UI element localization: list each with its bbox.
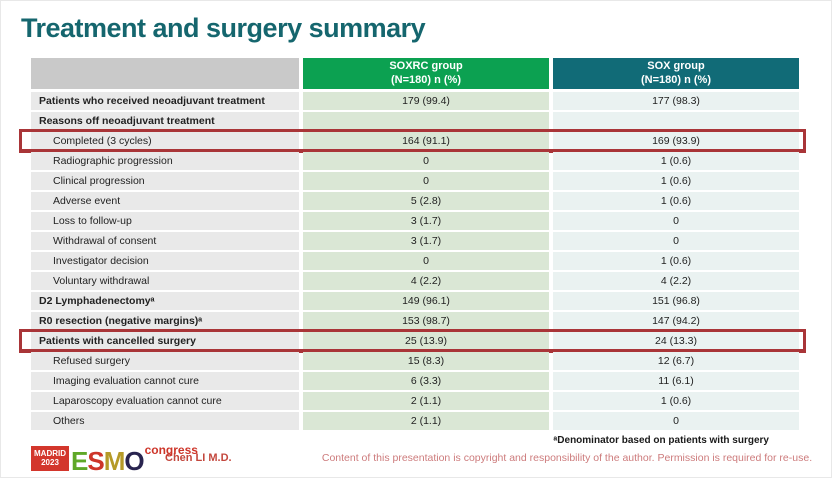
esmo-wordmark: ESMO [71, 448, 145, 474]
sox-value: 169 (93.9) [553, 132, 799, 150]
soxrc-group-sublabel: (N=180) n (%) [391, 73, 461, 86]
table-row: Investigator decision 0 1 (0.6) [31, 252, 799, 270]
header-empty-cell [31, 58, 299, 89]
row-label: Others [31, 412, 299, 430]
soxrc-value: 2 (1.1) [303, 392, 549, 410]
soxrc-value: 179 (99.4) [303, 92, 549, 110]
madrid-2023-badge: MADRID 2023 [31, 446, 69, 471]
row-label: Patients who received neoadjuvant treatm… [31, 92, 299, 110]
table-row: Refused surgery 15 (8.3) 12 (6.7) [31, 352, 799, 370]
sox-value: 0 [553, 412, 799, 430]
row-label: Imaging evaluation cannot cure [31, 372, 299, 390]
row-label: Reasons off neoadjuvant treatment [31, 112, 299, 130]
sox-value: 24 (13.3) [553, 332, 799, 350]
sox-value: 1 (0.6) [553, 392, 799, 410]
soxrc-value: 0 [303, 252, 549, 270]
row-label: R0 resection (negative margins)ᵃ [31, 312, 299, 330]
row-label: Loss to follow-up [31, 212, 299, 230]
row-label: Adverse event [31, 192, 299, 210]
author-name: Chen LI M.D. [165, 452, 232, 464]
soxrc-value: 3 (1.7) [303, 212, 549, 230]
row-label: Laparoscopy evaluation cannot cure [31, 392, 299, 410]
row-label: Withdrawal of consent [31, 232, 299, 250]
soxrc-value: 5 (2.8) [303, 192, 549, 210]
esmo-letter-o: O [124, 445, 144, 476]
sox-value: 147 (94.2) [553, 312, 799, 330]
row-label: Investigator decision [31, 252, 299, 270]
badge-year: 2023 [41, 457, 59, 467]
header-sox-group: SOX group (N=180) n (%) [553, 58, 799, 89]
sox-value: 177 (98.3) [553, 92, 799, 110]
esmo-letter-s: S [87, 445, 104, 476]
esmo-congress-logo: MADRID 2023 ESMO congress [31, 439, 198, 474]
sox-value: 1 (0.6) [553, 172, 799, 190]
table-row: Adverse event 5 (2.8) 1 (0.6) [31, 192, 799, 210]
table-row: Radiographic progression 0 1 (0.6) [31, 152, 799, 170]
soxrc-value: 0 [303, 152, 549, 170]
table-row: Patients who received neoadjuvant treatm… [31, 92, 799, 110]
denominator-footnote: ᵃDenominator based on patients with surg… [553, 435, 769, 446]
soxrc-value: 153 (98.7) [303, 312, 549, 330]
table-row: Clinical progression 0 1 (0.6) [31, 172, 799, 190]
header-soxrc-group: SOXRC group (N=180) n (%) [303, 58, 549, 89]
table-header-row: SOXRC group (N=180) n (%) SOX group (N=1… [31, 58, 799, 89]
treatment-summary-table: SOXRC group (N=180) n (%) SOX group (N=1… [19, 58, 806, 432]
soxrc-value: 164 (91.1) [303, 132, 549, 150]
row-label: Completed (3 cycles) [31, 132, 299, 150]
soxrc-value: 2 (1.1) [303, 412, 549, 430]
sox-value: 0 [553, 212, 799, 230]
sox-group-sublabel: (N=180) n (%) [641, 73, 711, 86]
row-label: Radiographic progression [31, 152, 299, 170]
sox-value: 1 (0.6) [553, 252, 799, 270]
row-label: Patients with cancelled surgery [31, 332, 299, 350]
table-row-highlighted: Completed (3 cycles) 164 (91.1) 169 (93.9) [19, 129, 806, 153]
row-label: Refused surgery [31, 352, 299, 370]
soxrc-value [303, 112, 549, 130]
badge-city: MADRID [34, 448, 66, 458]
sox-value: 11 (6.1) [553, 372, 799, 390]
table-row: D2 Lymphadenectomyᵃ 149 (96.1) 151 (96.8) [31, 292, 799, 310]
sox-value: 1 (0.6) [553, 152, 799, 170]
soxrc-group-label: SOXRC group [389, 59, 463, 72]
table-row: Loss to follow-up 3 (1.7) 0 [31, 212, 799, 230]
soxrc-value: 3 (1.7) [303, 232, 549, 250]
row-label: Clinical progression [31, 172, 299, 190]
esmo-letter-m: M [103, 445, 126, 476]
sox-value: 12 (6.7) [553, 352, 799, 370]
table-row: Laparoscopy evaluation cannot cure 2 (1.1… [31, 392, 799, 410]
sox-value: 1 (0.6) [553, 192, 799, 210]
soxrc-value: 4 (2.2) [303, 272, 549, 290]
soxrc-value: 15 (8.3) [303, 352, 549, 370]
row-label: Voluntary withdrawal [31, 272, 299, 290]
table-body: Patients who received neoadjuvant treatm… [19, 92, 806, 430]
sox-group-label: SOX group [647, 59, 705, 72]
page-title: Treatment and surgery summary [21, 13, 426, 43]
copyright-notice: Content of this presentation is copyrigh… [321, 452, 813, 464]
table-row: Others 2 (1.1) 0 [31, 412, 799, 430]
table-row-highlighted: Patients with cancelled surgery 25 (13.9)… [19, 329, 806, 353]
table-row: Imaging evaluation cannot cure 6 (3.3) 11 … [31, 372, 799, 390]
table-row: R0 resection (negative margins)ᵃ 153 (98.… [31, 312, 799, 330]
table-row: Voluntary withdrawal 4 (2.2) 4 (2.2) [31, 272, 799, 290]
row-label: D2 Lymphadenectomyᵃ [31, 292, 299, 310]
table-row: Withdrawal of consent 3 (1.7) 0 [31, 232, 799, 250]
sox-value: 0 [553, 232, 799, 250]
congress-label: congress [144, 443, 198, 457]
sox-value: 4 (2.2) [553, 272, 799, 290]
soxrc-value: 25 (13.9) [303, 332, 549, 350]
soxrc-value: 149 (96.1) [303, 292, 549, 310]
soxrc-value: 6 (3.3) [303, 372, 549, 390]
esmo-letter-e: E [71, 445, 88, 476]
soxrc-value: 0 [303, 172, 549, 190]
sox-value: 151 (96.8) [553, 292, 799, 310]
table-row: Reasons off neoadjuvant treatment [31, 112, 799, 130]
sox-value [553, 112, 799, 130]
